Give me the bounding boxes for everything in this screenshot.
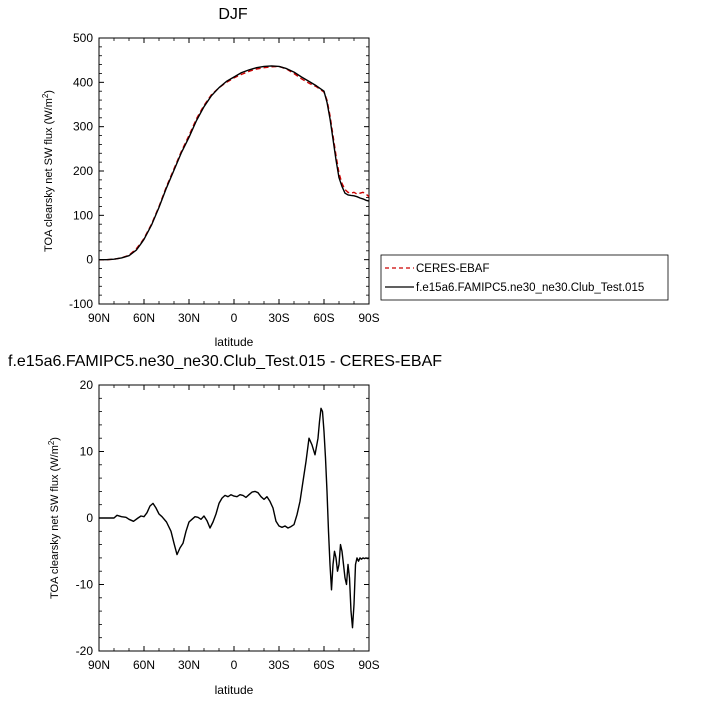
top-y-tick-label: 500 <box>73 31 93 45</box>
top-y-tick-label: 300 <box>73 120 93 134</box>
legend-label-ceres: CERES-EBAF <box>416 263 490 275</box>
top-y-tick-label: -100 <box>69 297 93 311</box>
bottom-x-axis-label: latitude <box>215 683 254 697</box>
legend-label-model: f.e15a6.FAMIPC5.ne30_ne30.Club_Test.015 <box>416 282 644 294</box>
bottom-x-tick-label: 0 <box>231 658 238 672</box>
bottom-y-tick-label: -20 <box>76 644 94 658</box>
top-y-axis-label-main: TOA clearsky net SW flux (W/m <box>43 98 55 252</box>
bottom-series-group <box>99 407 370 629</box>
bottom-x-tick-label: 30N <box>178 658 200 672</box>
top-y-tick-label: 0 <box>86 253 93 267</box>
top-x-tick-label: 0 <box>231 311 238 325</box>
bottom-y-tick-label: 0 <box>86 511 93 525</box>
top-series-line-1 <box>99 65 370 261</box>
bottom-x-tick-label: 60S <box>313 658 334 672</box>
bottom-x-tick-label: 90S <box>358 658 379 672</box>
top-series-line-0 <box>99 65 370 261</box>
bottom-y-axis-label-close: ) <box>49 437 61 441</box>
top-y-axis-label-sup: 2 <box>41 93 50 98</box>
top-y-axis-label-close: ) <box>43 90 55 94</box>
top-x-tick-label: 30S <box>268 311 289 325</box>
bottom-y-axis-label: TOA clearsky net SW flux (W/m2) <box>47 437 62 599</box>
bottom-chart-panel: f.e15a6.FAMIPC5.ne30_ne30.Club_Test.015 … <box>8 353 442 697</box>
bottom-y-tick-label: 20 <box>80 378 94 392</box>
top-series-group <box>99 65 370 261</box>
top-y-tick-label: 200 <box>73 164 93 178</box>
legend-box <box>380 254 669 301</box>
bottom-y-axis-label-main: TOA clearsky net SW flux (W/m <box>49 445 61 599</box>
top-chart-title: DJF <box>218 6 248 23</box>
top-x-tick-label: 90S <box>358 311 379 325</box>
top-y-axis-label: TOA clearsky net SW flux (W/m2) <box>41 90 56 252</box>
legend: CERES-EBAF f.e15a6.FAMIPC5.ne30_ne30.Clu… <box>380 254 669 301</box>
top-x-tick-label: 30N <box>178 311 200 325</box>
top-x-tick-label: 90N <box>88 311 110 325</box>
top-chart-panel: DJF 90N 60N 30N 0 30S 60S 90S 500 400 300 200 100 0 -… <box>41 6 380 349</box>
top-y-tick-label: 100 <box>73 208 93 222</box>
top-axis-ticks: 90N 60N 30N 0 30S 60S 90S 500 400 300 200 100 0 -100 <box>69 31 380 325</box>
bottom-chart-title: f.e15a6.FAMIPC5.ne30_ne30.Club_Test.015 … <box>8 353 442 370</box>
bottom-x-tick-label: 90N <box>88 658 110 672</box>
bottom-x-tick-label: 30S <box>268 658 289 672</box>
bottom-y-tick-label: -10 <box>76 578 94 592</box>
top-x-axis-label: latitude <box>215 335 254 349</box>
top-x-tick-label: 60S <box>313 311 334 325</box>
top-y-tick-label: 400 <box>73 75 93 89</box>
bottom-axis-ticks: 90N 60N 30N 0 30S 60S 90S 20 10 0 -10 -20 <box>76 378 380 672</box>
bottom-series-line-0 <box>99 407 370 629</box>
bottom-y-tick-label: 10 <box>80 445 94 459</box>
top-x-tick-label: 60N <box>133 311 155 325</box>
bottom-y-axis-label-sup: 2 <box>47 440 56 445</box>
bottom-x-tick-label: 60N <box>133 658 155 672</box>
